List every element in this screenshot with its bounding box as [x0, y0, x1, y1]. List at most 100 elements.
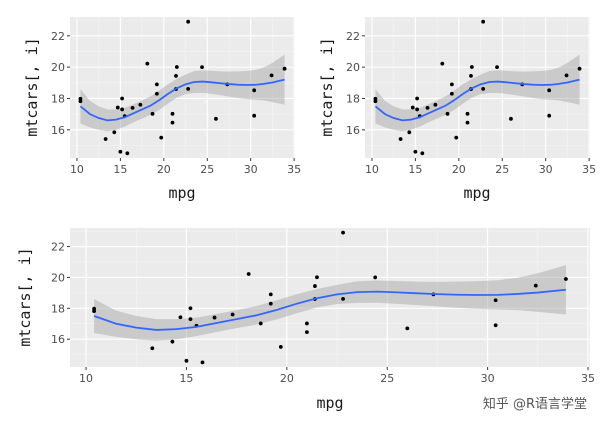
- data-point: [246, 272, 251, 276]
- x-ticks: 10 15 20 25 30 35: [365, 158, 596, 176]
- data-point: [407, 130, 412, 135]
- data-point: [481, 19, 486, 24]
- smooth-layer: [93, 288, 566, 331]
- x-ticks: 10 15 20 25 30 35: [70, 158, 301, 176]
- grid-minor: [70, 17, 295, 158]
- x-tick-label: 10: [79, 372, 93, 385]
- data-point: [413, 149, 418, 154]
- data-point: [170, 339, 175, 344]
- data-point: [564, 73, 569, 78]
- x-tick-label: 25: [200, 163, 214, 176]
- x-tick-label: 20: [280, 372, 294, 385]
- data-point: [410, 105, 415, 110]
- data-point: [214, 116, 218, 121]
- data-point: [103, 137, 108, 141]
- data-point: [268, 292, 273, 297]
- data-point: [200, 65, 204, 70]
- y-ticks: 16 18 20 22: [346, 30, 365, 137]
- data-point: [118, 149, 123, 154]
- data-point: [509, 116, 513, 121]
- data-point: [373, 99, 378, 104]
- y-tick-label: 18: [346, 92, 360, 105]
- data-point: [415, 96, 420, 101]
- chart-top-right: 10 15 20 25 30 35 16 18 20 22 mpg mtcars[, i]: [318, 17, 596, 202]
- smooth-line: [79, 78, 285, 122]
- grid-major: [70, 228, 590, 367]
- data-point: [449, 82, 454, 87]
- x-tick-label: 20: [157, 163, 171, 176]
- points-layer: [373, 19, 582, 156]
- data-point: [341, 230, 345, 235]
- data-point: [115, 105, 120, 110]
- data-point: [313, 284, 317, 288]
- y-axis-title: mtcars[, i]: [16, 247, 34, 346]
- data-point: [564, 277, 568, 281]
- data-point: [178, 315, 183, 320]
- data-point: [186, 19, 191, 24]
- x-axis-title: mpg: [463, 184, 490, 202]
- data-point: [465, 120, 470, 125]
- ci-ribbon: [80, 54, 285, 132]
- x-tick-label: 30: [481, 372, 495, 385]
- data-point: [278, 345, 283, 349]
- data-point: [150, 346, 155, 351]
- data-point: [425, 105, 430, 110]
- data-point: [420, 151, 425, 156]
- smooth-line: [93, 288, 566, 331]
- data-point: [125, 151, 130, 156]
- data-point: [268, 301, 273, 306]
- y-tick-label: 16: [346, 124, 360, 137]
- data-point: [212, 315, 217, 320]
- grid-minor: [365, 17, 590, 158]
- panel-background: [365, 17, 590, 158]
- data-point: [78, 99, 83, 104]
- x-tick-label: 15: [408, 163, 422, 176]
- data-point: [547, 113, 552, 118]
- data-point: [493, 298, 498, 303]
- data-point: [188, 317, 193, 322]
- data-point: [547, 88, 552, 93]
- y-axis-title: mtcars[, i]: [318, 37, 336, 136]
- smooth-line: [374, 78, 580, 122]
- data-point: [315, 275, 319, 280]
- chart-bottom: 10 15 20 25 30 35 16 18 20 22 mpg mtcars[, i]: [16, 228, 595, 412]
- y-tick-label: 22: [51, 30, 65, 43]
- smooth-layer: [79, 78, 285, 122]
- x-axis-title: mpg: [168, 184, 195, 202]
- data-point: [415, 107, 420, 112]
- smooth-layer: [374, 78, 580, 122]
- ci-ribbon-layer: [94, 265, 566, 341]
- watermark: 知乎 @R语言学堂: [483, 396, 587, 412]
- data-point: [469, 65, 474, 69]
- y-tick-label: 18: [51, 302, 65, 315]
- x-tick-label: 35: [287, 163, 301, 176]
- data-point: [433, 102, 438, 107]
- data-point: [258, 321, 263, 326]
- data-point: [282, 66, 287, 71]
- data-point: [200, 360, 205, 365]
- y-tick-label: 18: [51, 92, 65, 105]
- data-point: [440, 61, 445, 66]
- data-point: [305, 330, 309, 334]
- grid-minor: [70, 228, 590, 367]
- grid-major: [365, 17, 590, 158]
- data-point: [130, 105, 135, 110]
- ci-ribbon-layer: [375, 54, 580, 132]
- data-point: [154, 91, 159, 96]
- data-point: [230, 312, 235, 317]
- chart-top-left: 10 15 20 25 30 35 16 18 20 22 mpg mtcars[, i]: [23, 17, 301, 202]
- data-point: [174, 65, 179, 69]
- points-layer: [92, 230, 568, 365]
- x-axis-title: mpg: [316, 394, 343, 412]
- data-point: [449, 91, 454, 96]
- data-point: [112, 130, 117, 135]
- data-point: [269, 73, 274, 78]
- x-tick-label: 35: [581, 372, 595, 385]
- data-point: [170, 120, 175, 125]
- y-tick-label: 16: [51, 124, 65, 137]
- y-axis-title: mtcars[, i]: [23, 37, 41, 136]
- data-point: [469, 74, 473, 78]
- x-tick-label: 10: [70, 163, 84, 176]
- x-tick-label: 30: [539, 163, 553, 176]
